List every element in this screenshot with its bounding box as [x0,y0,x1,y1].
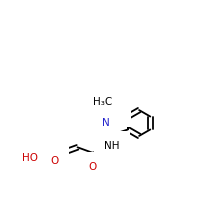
Text: O: O [50,156,58,166]
Text: H₃C: H₃C [93,97,112,107]
Text: O: O [88,162,97,172]
Text: HO: HO [22,153,38,163]
Text: N: N [113,107,121,117]
Text: NH: NH [104,141,120,151]
Text: N: N [102,118,109,128]
